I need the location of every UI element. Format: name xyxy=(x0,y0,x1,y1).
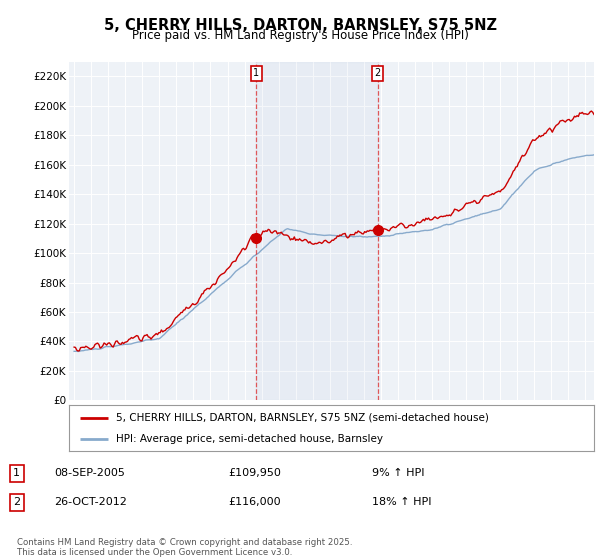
Text: 1: 1 xyxy=(13,468,20,478)
Text: 5, CHERRY HILLS, DARTON, BARNSLEY, S75 5NZ (semi-detached house): 5, CHERRY HILLS, DARTON, BARNSLEY, S75 5… xyxy=(116,413,489,423)
Text: HPI: Average price, semi-detached house, Barnsley: HPI: Average price, semi-detached house,… xyxy=(116,435,383,444)
Bar xyxy=(256,62,378,400)
Text: 18% ↑ HPI: 18% ↑ HPI xyxy=(372,497,431,507)
Text: Contains HM Land Registry data © Crown copyright and database right 2025.
This d: Contains HM Land Registry data © Crown c… xyxy=(17,538,352,557)
Text: £116,000: £116,000 xyxy=(228,497,281,507)
Text: 1: 1 xyxy=(253,68,259,78)
Text: 2: 2 xyxy=(13,497,20,507)
Text: 26-OCT-2012: 26-OCT-2012 xyxy=(54,497,127,507)
Text: Price paid vs. HM Land Registry's House Price Index (HPI): Price paid vs. HM Land Registry's House … xyxy=(131,29,469,42)
Text: £109,950: £109,950 xyxy=(228,468,281,478)
Text: 2: 2 xyxy=(375,68,381,78)
Text: 5, CHERRY HILLS, DARTON, BARNSLEY, S75 5NZ: 5, CHERRY HILLS, DARTON, BARNSLEY, S75 5… xyxy=(104,18,497,33)
Text: 9% ↑ HPI: 9% ↑ HPI xyxy=(372,468,425,478)
Text: 08-SEP-2005: 08-SEP-2005 xyxy=(54,468,125,478)
